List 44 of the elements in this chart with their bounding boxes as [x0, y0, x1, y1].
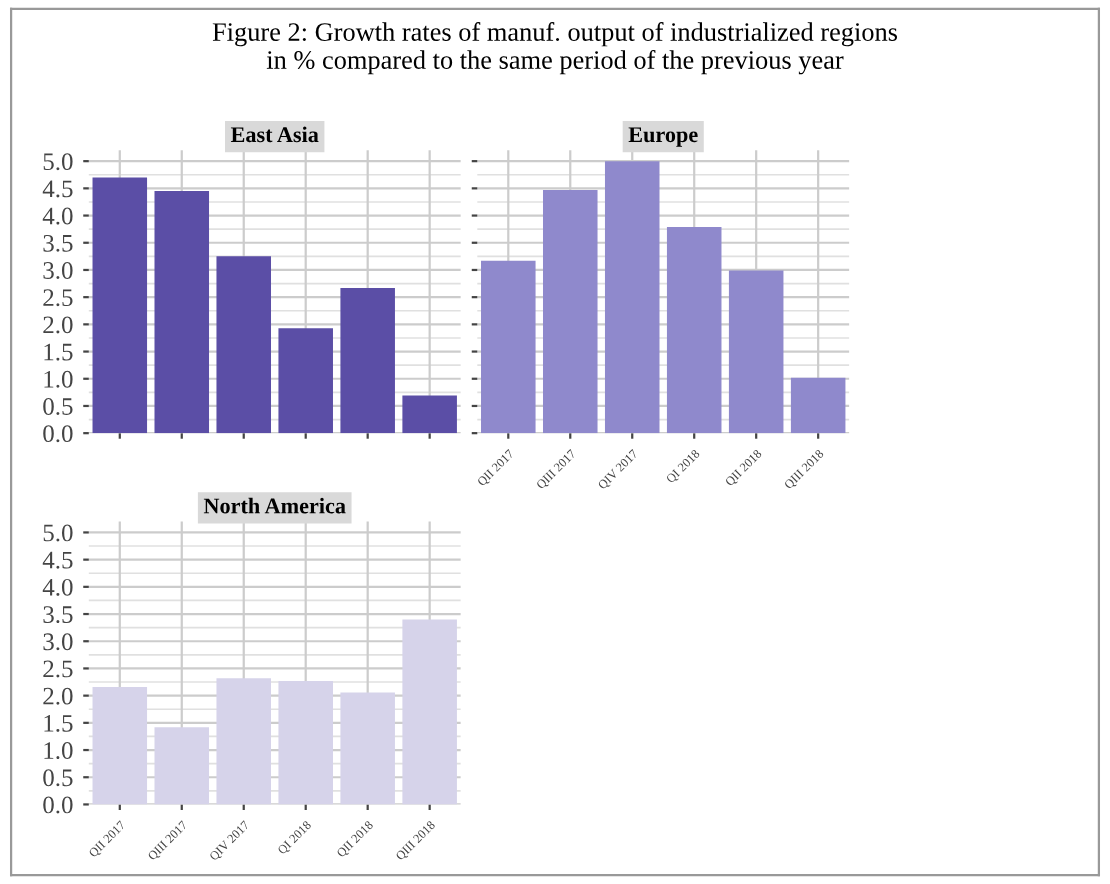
bar [728, 270, 784, 434]
bar [666, 226, 722, 434]
bar [481, 260, 536, 434]
y-tick-label: 3.0 [43, 262, 73, 279]
bar [604, 161, 660, 434]
y-tick-label: 0.0 [43, 425, 73, 443]
y-tick-label: 1.5 [44, 343, 73, 361]
bar [542, 189, 598, 434]
y-tick-label: 0.5 [43, 769, 73, 787]
y-tick-label: 4.5 [42, 551, 73, 569]
y-tick-label: 5.0 [43, 153, 73, 171]
chart-title: East Asia [230, 126, 319, 143]
y-tick-label: 2.0 [43, 687, 73, 705]
caption: Figure 2: Growth rates of manuf. output of industrialized regions in % compared to the same period of the previous year [212, 22, 898, 75]
y-tick-label: 0.0 [43, 796, 73, 814]
y-tick-label: 3.0 [43, 633, 73, 651]
y-tick-label: 2.5 [43, 660, 73, 678]
bar [216, 678, 272, 805]
bar [278, 328, 333, 434]
y-tick-label: 3.5 [43, 234, 73, 252]
bar [340, 692, 395, 805]
y-tick-label: 2.5 [43, 289, 73, 307]
y-tick-label: 1.0 [44, 370, 73, 388]
y-tick-label: 1.0 [44, 742, 73, 760]
bar [340, 287, 395, 434]
y-tick-label: 0.5 [43, 398, 73, 415]
bar [278, 680, 333, 805]
bar [402, 619, 457, 805]
bar [92, 177, 148, 434]
bar [154, 727, 210, 805]
y-tick-label: 4.0 [42, 207, 73, 225]
bar [790, 377, 846, 434]
y-tick-label: 4.5 [42, 180, 73, 198]
y-tick-label: 1.5 [44, 715, 73, 732]
y-tick-label: 3.5 [43, 606, 73, 624]
y-tick-label: 5.0 [43, 524, 73, 542]
y-tick-label: 2.0 [43, 316, 73, 334]
chart-title: North America [203, 497, 346, 514]
bar [154, 191, 210, 434]
chart-title: Europe [628, 127, 698, 147]
bar [92, 686, 148, 805]
y-tick-label: 4.0 [42, 578, 73, 596]
bar [216, 256, 272, 434]
bar [402, 395, 457, 434]
